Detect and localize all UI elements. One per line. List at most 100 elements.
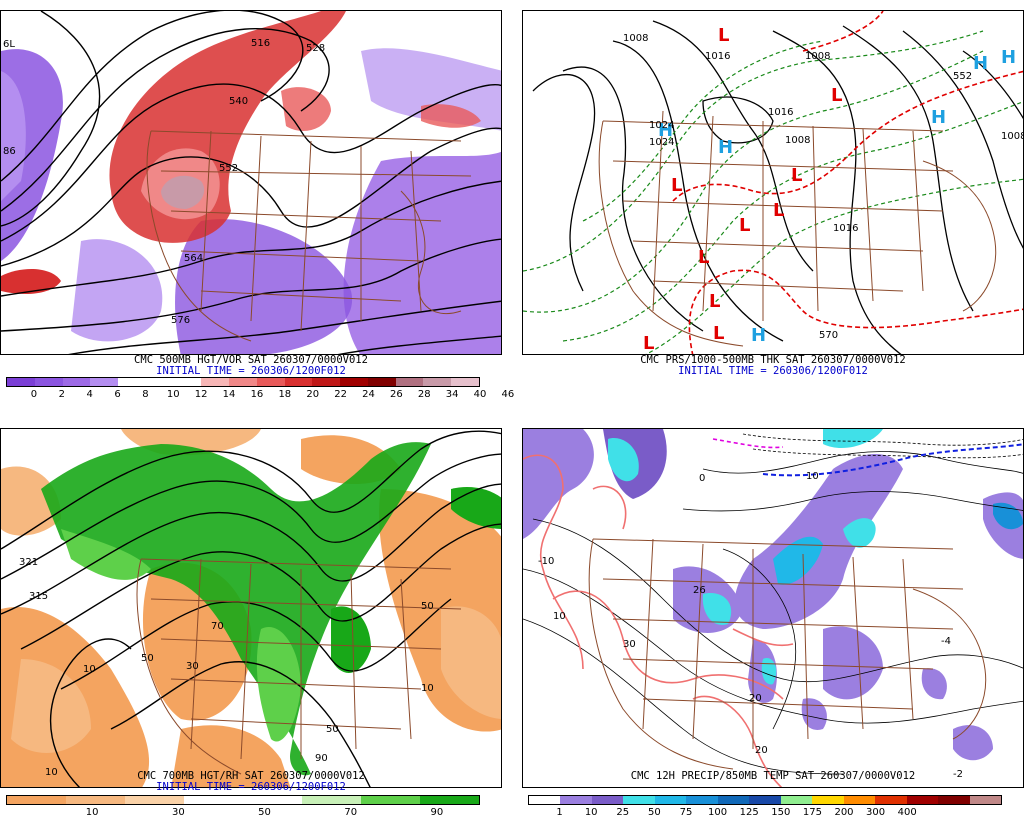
contour-label: 50 bbox=[141, 653, 154, 664]
panel-500mb-vorticity: 516 528 540 552 564 576 6L 86 CMC 500MB … bbox=[0, 0, 514, 400]
high-pressure-marker: H bbox=[931, 107, 946, 128]
map-precipitation: 10 0 -10 20 26 30 -4 -2 10 20 bbox=[522, 428, 1024, 788]
legend-tick-label: 46 bbox=[501, 389, 515, 400]
legend-tick-label: 28 bbox=[417, 389, 431, 400]
legend-tick-label: 40 bbox=[473, 389, 487, 400]
precip-color-legend bbox=[528, 795, 1002, 805]
panel-700mb-humidity: 321 315 10 30 50 50 70 90 10 50 10 CMC 7… bbox=[0, 418, 502, 818]
contour-label: 50 bbox=[326, 724, 339, 735]
low-pressure-marker: L bbox=[713, 323, 724, 344]
legend-tick-label: 25 bbox=[616, 807, 630, 818]
vorticity-map-graphic: 516 528 540 552 564 576 6L 86 bbox=[1, 11, 501, 354]
contour-label: -4 bbox=[941, 636, 951, 647]
panel-caption: CMC 700MB HGT/RH SAT 260307/0000V012 bbox=[137, 770, 365, 782]
legend-tick-label: 20 bbox=[306, 389, 320, 400]
legend-swatch bbox=[420, 796, 479, 804]
precip-map-graphic: 10 0 -10 20 26 30 -4 -2 10 20 bbox=[523, 429, 1023, 787]
panel-caption: CMC 500MB HGT/VOR SAT 260307/0000V012 bbox=[134, 354, 368, 366]
legend-swatch bbox=[7, 378, 35, 386]
legend-swatch bbox=[717, 796, 750, 804]
legend-swatch bbox=[423, 378, 452, 386]
map-700mb-humidity: 321 315 10 30 50 50 70 90 10 50 10 bbox=[0, 428, 502, 788]
legend-tick-label: 1 bbox=[556, 807, 563, 818]
thickness-label: 570 bbox=[819, 330, 838, 341]
contour-label: -2 bbox=[953, 769, 963, 780]
legend-swatch bbox=[340, 378, 368, 386]
high-pressure-marker: H bbox=[973, 53, 988, 74]
legend-tick-label: 2 bbox=[58, 389, 65, 400]
isobar-label: 1016 bbox=[768, 107, 793, 118]
legend-tick-label: 8 bbox=[142, 389, 149, 400]
high-pressure-marker: H bbox=[718, 137, 733, 158]
contour-label: 540 bbox=[229, 96, 248, 107]
legend-swatch bbox=[312, 378, 341, 386]
contour-label: 315 bbox=[29, 591, 48, 602]
low-pressure-marker: L bbox=[671, 175, 682, 196]
contour-label: 50 bbox=[421, 601, 434, 612]
legend-tick-label: 0 bbox=[30, 389, 38, 400]
panel-precipitation: 10 0 -10 20 26 30 -4 -2 10 20 CMC 12H PR… bbox=[522, 418, 1024, 818]
legend-swatch bbox=[66, 796, 125, 804]
precip-legend-ticks: 1 10 25 50 75 100 125 150 175 200 300 400 bbox=[528, 807, 1002, 819]
contour-label: 10 bbox=[421, 683, 434, 694]
contour-label: 90 bbox=[315, 753, 328, 764]
legend-tick-label: 16 bbox=[250, 389, 264, 400]
initial-time-caption: INITIAL TIME = 260306/1200F012 bbox=[156, 365, 346, 377]
contour-label: 10 bbox=[45, 767, 58, 778]
legend-swatch bbox=[243, 796, 302, 804]
legend-swatch bbox=[875, 796, 907, 804]
legend-swatch bbox=[906, 796, 939, 804]
contour-label: 321 bbox=[19, 557, 38, 568]
legend-swatch bbox=[969, 796, 1002, 804]
legend-tick-label: 125 bbox=[739, 807, 759, 818]
legend-swatch bbox=[361, 796, 420, 804]
isobar-label: 1008 bbox=[805, 51, 830, 62]
legend-swatch bbox=[686, 796, 718, 804]
legend-swatch bbox=[201, 378, 230, 386]
contour-label: -10 bbox=[538, 556, 554, 567]
legend-tick-label: 18 bbox=[278, 389, 292, 400]
contour-label: 10 bbox=[806, 471, 819, 482]
legend-tick-label: 50 bbox=[648, 807, 661, 818]
legend-tick-label: 14 bbox=[222, 389, 236, 400]
map-surface-pressure: H H H H H H L L L L L L L L L L 1008 101… bbox=[522, 10, 1024, 355]
legend-swatch bbox=[62, 378, 91, 386]
panel-caption: CMC PRS/1000-500MB THK SAT 260307/0000V0… bbox=[640, 354, 906, 366]
contour-label: 30 bbox=[186, 661, 199, 672]
legend-swatch bbox=[780, 796, 813, 804]
contour-label: 26 bbox=[693, 585, 706, 596]
high-pressure-marker: H bbox=[1001, 47, 1016, 68]
legend-swatch bbox=[654, 796, 687, 804]
contour-label: 0 bbox=[699, 473, 705, 484]
pressure-map-graphic: H H H H H H L L L L L L L L L L 1008 101… bbox=[523, 11, 1023, 354]
legend-tick-label: 30 bbox=[171, 807, 185, 818]
legend-tick-label: 26 bbox=[389, 389, 403, 400]
legend-swatch bbox=[34, 378, 63, 386]
legend-tick-label: 34 bbox=[445, 389, 459, 400]
initial-time-caption: INITIAL TIME = 260306/1200F012 bbox=[678, 365, 868, 377]
isobar-label: 1016 bbox=[705, 51, 730, 62]
low-pressure-marker: L bbox=[709, 291, 720, 312]
contour-label: 576 bbox=[171, 315, 190, 326]
thickness-label: 552 bbox=[953, 71, 972, 82]
legend-swatch bbox=[302, 796, 361, 804]
isobar-label: 1024 bbox=[649, 120, 674, 131]
low-pressure-marker: L bbox=[698, 247, 709, 268]
low-pressure-marker: L bbox=[773, 200, 784, 221]
legend-swatch bbox=[843, 796, 876, 804]
legend-swatch bbox=[938, 796, 970, 804]
high-pressure-marker: H bbox=[658, 120, 673, 141]
isobar-label: 1024 bbox=[649, 137, 674, 148]
humidity-color-legend bbox=[6, 795, 480, 805]
contour-label: 10 bbox=[553, 611, 566, 622]
legend-tick-label: 75 bbox=[679, 807, 693, 818]
vorticity-color-legend bbox=[6, 377, 480, 387]
legend-swatch bbox=[749, 796, 781, 804]
legend-swatch bbox=[529, 796, 561, 804]
low-pressure-marker: L bbox=[643, 333, 654, 354]
low-pressure-marker: L bbox=[739, 215, 750, 236]
contour-label: 86 bbox=[3, 146, 16, 157]
legend-swatch bbox=[7, 796, 66, 804]
contour-label: 516 bbox=[251, 38, 270, 49]
legend-tick-label: 24 bbox=[362, 389, 375, 400]
